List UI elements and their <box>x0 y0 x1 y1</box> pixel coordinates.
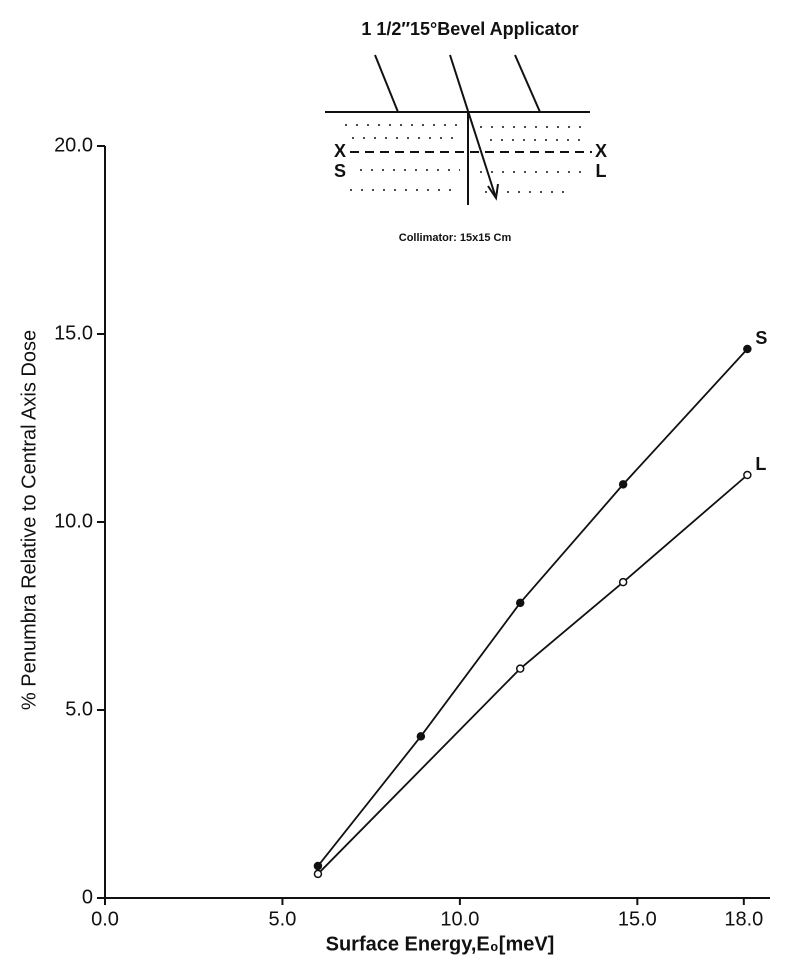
x-tick-label: 18.0 <box>724 908 763 930</box>
series-line <box>318 349 747 866</box>
y-tick-label: 10.0 <box>54 510 93 532</box>
chart: 1 1/2″15°Bevel Applicator X X S L Collim… <box>0 0 795 965</box>
inset-label: L <box>596 161 607 181</box>
data-point <box>517 665 524 672</box>
data-point <box>517 599 524 606</box>
x-axis-title: Surface Energy,E₀[meV] <box>326 933 555 955</box>
chart-title: 1 1/2″15°Bevel Applicator <box>361 19 578 39</box>
applicator-diagram <box>325 55 592 205</box>
x-tick-label: 10.0 <box>440 908 479 930</box>
inset-label: X <box>595 141 607 161</box>
data-point <box>744 346 751 353</box>
y-tick-label: 20.0 <box>54 134 93 156</box>
y-tick-label: 15.0 <box>54 322 93 344</box>
x-tick-label: 15.0 <box>618 908 657 930</box>
inset-label: X <box>334 141 346 161</box>
y-tick-label: 0 <box>82 886 93 908</box>
data-point <box>744 472 751 479</box>
series-label: L <box>755 454 766 474</box>
data-point <box>314 870 321 877</box>
data-point <box>620 579 627 586</box>
series-label: S <box>755 328 767 348</box>
data-point <box>620 481 627 488</box>
y-axis-title: % Penumbra Relative to Central Axis Dose <box>18 330 40 710</box>
series-line <box>318 475 747 874</box>
x-tick-label: 0.0 <box>91 908 119 930</box>
y-tick-label: 5.0 <box>65 698 93 720</box>
x-tick-label: 5.0 <box>269 908 297 930</box>
caption: Collimator: 15x15 Cm <box>399 232 512 244</box>
inset-label: S <box>334 161 346 181</box>
data-point <box>314 863 321 870</box>
data-point <box>417 733 424 740</box>
